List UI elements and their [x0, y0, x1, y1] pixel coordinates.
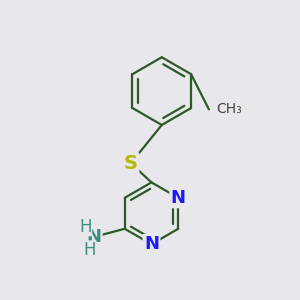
Text: CH₃: CH₃ — [216, 102, 242, 116]
Text: N: N — [87, 228, 102, 246]
Text: S: S — [124, 154, 138, 173]
Text: N: N — [144, 235, 159, 253]
Text: N: N — [171, 189, 186, 207]
Text: H: H — [83, 241, 96, 259]
Text: H: H — [79, 218, 92, 236]
